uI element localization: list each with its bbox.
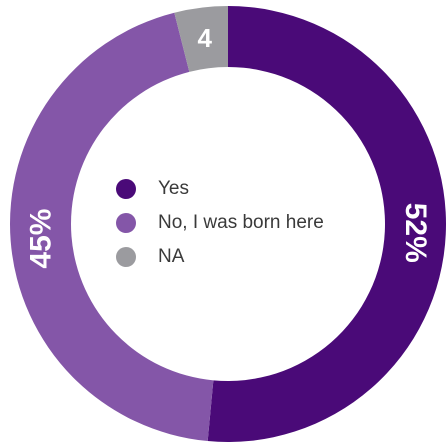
legend-label-na: NA (158, 246, 185, 267)
legend-swatch-yes (116, 179, 136, 199)
legend-swatch-no-born-here (116, 213, 136, 233)
slice-yes (207, 6, 446, 442)
legend-item-yes: Yes (116, 172, 324, 206)
slice-no-born-here (10, 12, 214, 442)
legend-swatch-na (116, 247, 136, 267)
data-label-yes: 52% (399, 203, 432, 263)
legend-item-no-born-here: No, I was born here (116, 206, 324, 240)
slice-na (174, 6, 228, 72)
data-label-no-born-here: 45% (25, 209, 58, 269)
legend-label-yes: Yes (158, 178, 189, 199)
data-label-na: 4 (197, 23, 212, 53)
legend: Yes No, I was born here NA (116, 172, 324, 274)
legend-item-na: NA (116, 240, 324, 274)
legend-label-no-born-here: No, I was born here (158, 212, 324, 233)
